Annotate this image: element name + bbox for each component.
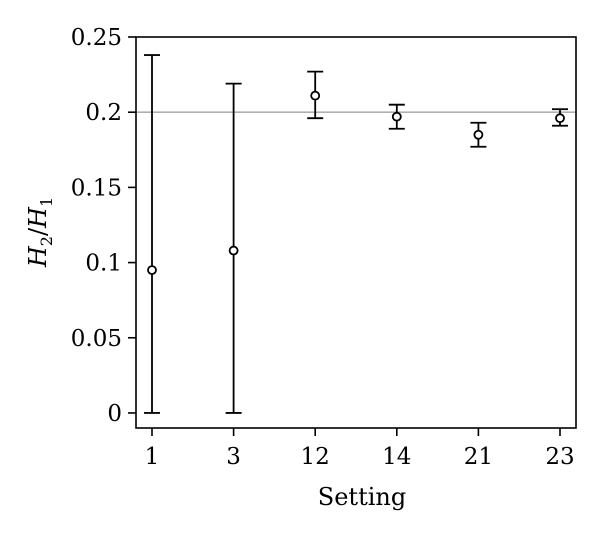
- y-tick-label: 0.25: [71, 25, 122, 51]
- x-axis-ticks: 1 3 12 14 21 23: [145, 428, 575, 470]
- data-point: [473, 129, 484, 140]
- y-axis-title-var2: H: [24, 206, 52, 229]
- y-axis-title-sep: /: [24, 227, 52, 236]
- x-tick-label: 12: [301, 444, 330, 470]
- error-bar: [144, 54, 160, 414]
- y-tick-label: 0.2: [85, 100, 122, 126]
- y-tick-label: 0.05: [71, 326, 122, 352]
- x-tick-label: 23: [545, 444, 574, 470]
- plot-frame: [135, 36, 577, 429]
- x-axis-title: Setting: [318, 483, 406, 511]
- x-tick-label: 14: [382, 444, 411, 470]
- x-tick-label: 21: [464, 444, 493, 470]
- y-axis-title-sub2: 1: [37, 197, 56, 207]
- y-axis-title-sub1: 2: [37, 236, 56, 246]
- data-point: [228, 245, 239, 256]
- y-axis-title: H2/H1: [24, 197, 56, 268]
- x-tick-label: 3: [226, 444, 241, 470]
- data-points-layer: [147, 90, 565, 275]
- data-point: [147, 265, 157, 275]
- x-tick-label: 1: [145, 444, 160, 470]
- y-axis-ticks: 0 0.05 0.1 0.15 0.2 0.25: [71, 25, 136, 427]
- y-tick-label: 0: [107, 401, 122, 427]
- data-point: [391, 111, 402, 122]
- y-axis-title-var1: H: [24, 245, 52, 268]
- data-point: [555, 113, 565, 124]
- data-point: [310, 90, 321, 101]
- y-tick-label: 0.15: [71, 175, 122, 201]
- error-bars-layer: [144, 54, 568, 414]
- y-tick-label: 0.1: [85, 251, 122, 277]
